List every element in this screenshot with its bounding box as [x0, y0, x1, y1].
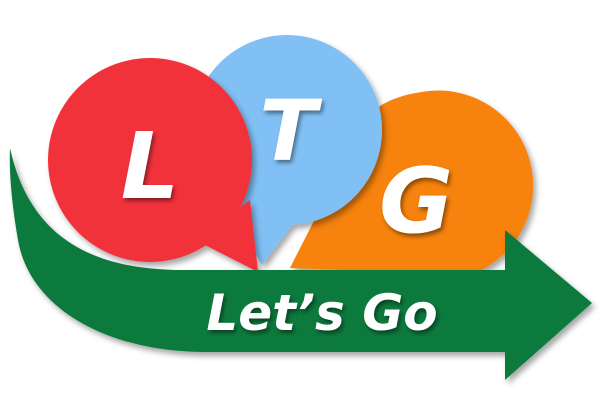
arrow-shape — [9, 148, 593, 380]
letter-g: G — [379, 149, 453, 254]
letter-t: T — [259, 82, 322, 180]
red-circle — [48, 58, 258, 272]
tagline-text: Let’s Go — [206, 284, 437, 342]
letter-l: L — [121, 113, 180, 220]
orange-circle — [290, 90, 534, 284]
